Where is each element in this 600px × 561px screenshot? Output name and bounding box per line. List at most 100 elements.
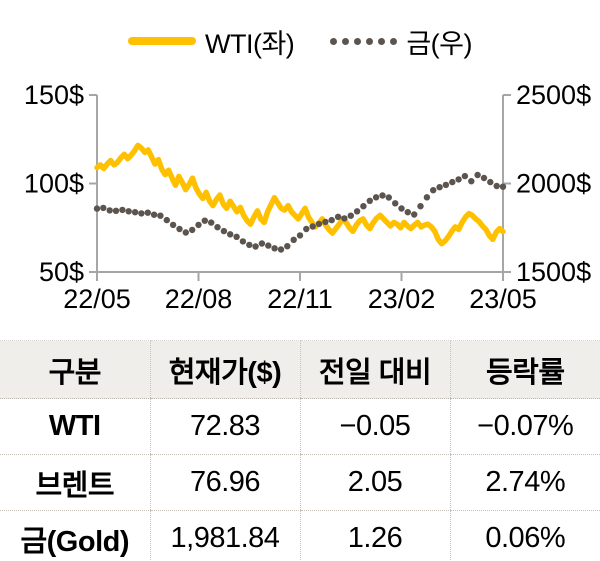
table-row-gold: 금(Gold) 1,981.84 1.26 0.06% xyxy=(0,510,600,561)
gold-series-dot xyxy=(144,209,151,216)
gold-series-dot xyxy=(385,194,392,201)
gold-series-dot xyxy=(392,200,399,207)
gold-series-dot xyxy=(442,181,450,189)
gold-series-dot xyxy=(182,229,189,236)
gold-series-dot xyxy=(461,172,469,180)
wti-price: 72.83 xyxy=(149,398,300,455)
gold-series-dot xyxy=(284,243,291,250)
gold-series-dot xyxy=(480,174,488,182)
col-header-category: 구분 xyxy=(0,340,150,399)
right-axis-label: 2500$ xyxy=(516,80,591,110)
gold-series-dot xyxy=(303,225,310,233)
right-axis-label: 1500$ xyxy=(516,257,591,287)
gold-series-dot xyxy=(487,178,494,186)
price-table: 구분 현재가($) 전일 대비 등락률 WTI 72.83 −0.05 −0.0… xyxy=(0,340,600,561)
gold-series-dot xyxy=(125,208,132,215)
gold-series-dot xyxy=(208,219,215,226)
gold-series-dot xyxy=(360,203,367,210)
gold-series-dot xyxy=(252,243,259,250)
wti-change: −0.05 xyxy=(299,398,450,455)
gold-series-dot xyxy=(195,221,202,229)
gold-series-dot xyxy=(227,231,234,238)
gold-series-dot xyxy=(379,192,386,199)
gold-legend-label: 금(우) xyxy=(406,28,472,59)
gold-series-dot xyxy=(449,178,456,186)
gold-series-dot xyxy=(119,206,126,214)
table-header-row: 구분 현재가($) 전일 대비 등락률 xyxy=(0,340,600,399)
x-axis-label: 22/11 xyxy=(267,284,333,314)
left-axis-label: 50$ xyxy=(39,257,84,287)
gold-series-dot xyxy=(468,178,475,185)
wti-series-line xyxy=(94,142,506,247)
gold-series-dot xyxy=(372,194,380,201)
legend-item-gold: 금(우) xyxy=(330,22,472,61)
chart-legend: WTI(좌) 금(우) xyxy=(0,22,600,60)
brent-change: 2.05 xyxy=(299,454,450,511)
gold-series-dot xyxy=(455,176,462,183)
gold-series-dot xyxy=(277,246,285,253)
gold-series-dot xyxy=(112,207,120,214)
row-label: 브렌트 xyxy=(0,454,150,511)
gold-series-dot xyxy=(214,224,221,231)
gold-series-dot xyxy=(436,184,443,191)
price-table-wrap: 구분 현재가($) 전일 대비 등락률 WTI 72.83 −0.05 −0.0… xyxy=(0,340,600,561)
gold-series-dot xyxy=(176,225,183,233)
x-axis-label: 22/08 xyxy=(165,284,233,314)
gold-series-dot xyxy=(131,209,139,216)
gold-series-dot xyxy=(366,197,373,204)
gold-series-dot xyxy=(334,213,342,220)
gold-series-dot xyxy=(106,207,113,214)
wti-legend-label: WTI(좌) xyxy=(205,28,295,59)
legend-item-wti: WTI(좌) xyxy=(128,22,295,61)
gold-series-dot xyxy=(296,232,304,239)
gold-series-dot xyxy=(138,210,145,217)
gold-series-dot xyxy=(163,216,170,224)
gold-series-dot xyxy=(201,217,208,224)
gold-series-dot xyxy=(169,221,177,229)
gold-series-dot xyxy=(157,212,164,219)
gold-series-dot xyxy=(474,171,481,179)
gold-series-dot xyxy=(150,211,158,218)
gold-series-dot xyxy=(189,226,196,234)
col-header-current-price: 현재가($) xyxy=(149,340,300,399)
gold-series-dot xyxy=(271,245,278,252)
price-chart: 150$ 100$ 50$ 2500$ 2000$ 1500$ 22/05 22/08 22/1… xyxy=(24,80,591,314)
row-label: WTI xyxy=(0,398,150,455)
gold-dots-swatch xyxy=(330,37,398,45)
gold-series-dot xyxy=(290,236,297,243)
gold-series-dot xyxy=(411,211,418,218)
brent-pct: 2.74% xyxy=(449,454,600,511)
gold-series-dot xyxy=(341,215,348,222)
gold-series-dot xyxy=(239,238,247,245)
brent-price: 76.96 xyxy=(149,454,300,511)
gold-series-dot xyxy=(423,194,431,201)
left-axis-label: 100$ xyxy=(24,169,84,199)
gold-series-dot xyxy=(404,209,411,216)
gold-series-dot xyxy=(258,240,266,247)
gold-series-dot xyxy=(220,227,228,235)
gold-series-dot xyxy=(246,241,253,249)
gold-price: 1,981.84 xyxy=(149,510,300,561)
gold-series-dot xyxy=(353,208,361,215)
x-axis-label: 22/05 xyxy=(63,284,131,314)
gold-series-dot xyxy=(233,233,240,240)
gold-change: 1.26 xyxy=(299,510,450,561)
gold-series-dot xyxy=(493,182,500,190)
gold-series-dot xyxy=(417,203,424,210)
left-axis-label: 150$ xyxy=(24,80,84,110)
gold-series-dot xyxy=(93,205,101,212)
row-label: 금(Gold) xyxy=(0,510,150,561)
wti-line-swatch xyxy=(128,37,196,45)
gold-series-dot xyxy=(398,205,405,212)
gold-series-dot xyxy=(315,220,323,228)
gold-series-dot xyxy=(322,218,329,226)
gold-series-dot xyxy=(499,183,507,190)
table-row-brent: 브렌트 76.96 2.05 2.74% xyxy=(0,454,600,511)
x-axis-label: 23/02 xyxy=(368,284,436,314)
wti-pct: −0.07% xyxy=(449,398,600,455)
gold-series-dot xyxy=(328,216,335,224)
gold-series-dot xyxy=(430,187,437,194)
gold-series-dot xyxy=(100,204,107,212)
col-header-pct-change: 등락률 xyxy=(449,340,600,399)
